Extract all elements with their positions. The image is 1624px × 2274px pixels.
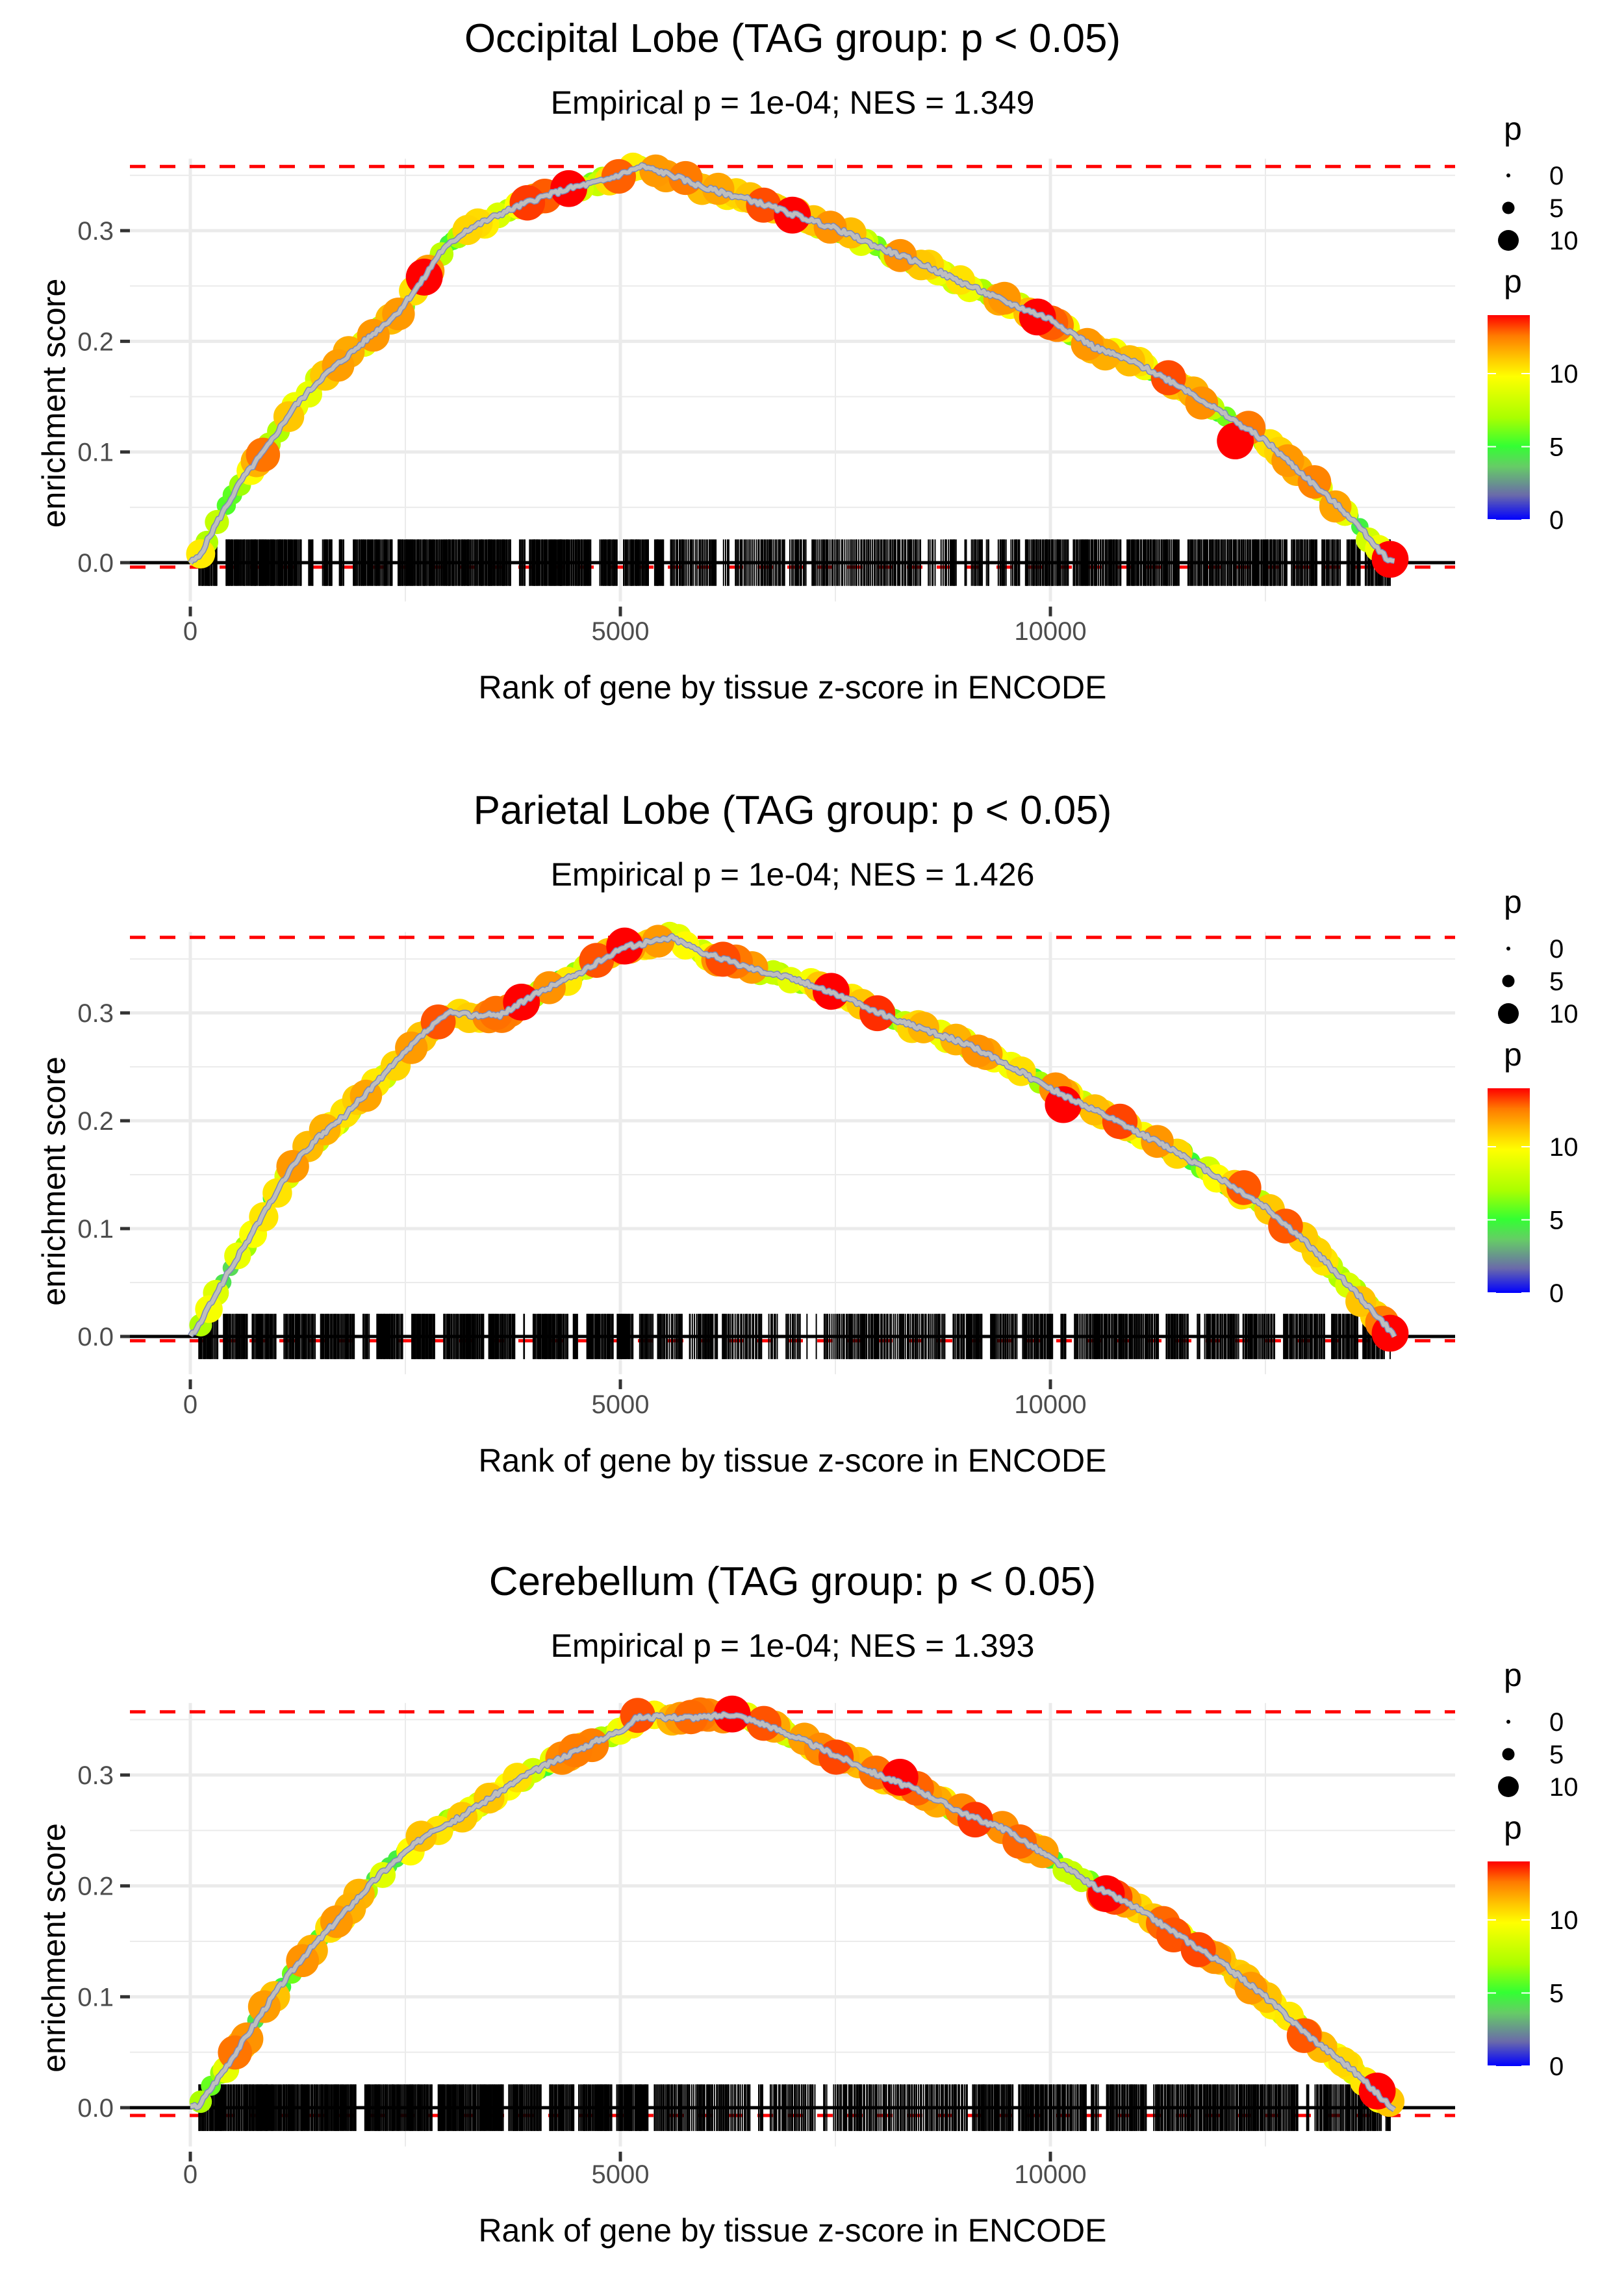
color-legend-title: p	[1504, 263, 1522, 300]
size-legend-label: 10	[1549, 1773, 1579, 1802]
y-axis-label: enrichment score	[36, 1823, 72, 2073]
x-axis-label: Rank of gene by tissue z-score in ENCODE	[478, 669, 1106, 706]
size-legend-label: 10	[1549, 227, 1579, 255]
enrichment-point-highlight	[1045, 1086, 1082, 1123]
chart-subtitle: Empirical p = 1e-04; NES = 1.426	[551, 856, 1035, 893]
y-tick-label: 0.3	[77, 217, 114, 246]
y-tick-label: 0.2	[77, 1107, 114, 1136]
colorbar-tick-label: 0	[1549, 2052, 1564, 2081]
panel-parietal-lobe: Parietal Lobe (TAG group: p < 0.05) Empi…	[36, 788, 1455, 1479]
running-es-underlay	[188, 933, 1397, 1338]
y-axis-ticks: 0.0 0.1 0.2 0.3	[77, 1761, 130, 2123]
enrichment-point-highlight	[1217, 422, 1254, 460]
y-axis-ticks: 0.0 0.1 0.2 0.3	[77, 999, 130, 1351]
running-es-line	[188, 934, 1397, 1338]
size-legend-label: 0	[1549, 162, 1564, 190]
size-legend-label: 5	[1549, 194, 1564, 223]
size-legend-label: 0	[1549, 935, 1564, 964]
size-legend-dot	[1498, 1003, 1519, 1024]
x-tick-label: 5000	[592, 1390, 650, 1419]
chart-title: Parietal Lobe (TAG group: p < 0.05)	[474, 788, 1112, 833]
colorbar-tick-label: 10	[1549, 1906, 1579, 1935]
size-legend-dot	[1502, 201, 1515, 214]
colorbar-tick-label: 5	[1549, 1207, 1564, 1235]
size-legend-label: 5	[1549, 1741, 1564, 1769]
x-tick-label: 10000	[1014, 617, 1086, 646]
size-legend-dot	[1498, 230, 1519, 251]
size-legend-dot	[1498, 1776, 1519, 1797]
size-legend-dot	[1506, 173, 1510, 177]
color-legend-title: p	[1504, 1809, 1522, 1846]
y-tick-label: 0.1	[77, 439, 114, 467]
colorbar-tick-label: 10	[1549, 360, 1579, 389]
x-axis-label: Rank of gene by tissue z-score in ENCODE	[478, 1442, 1106, 1479]
y-tick-label: 0.1	[77, 1215, 114, 1244]
enrichment-points	[189, 1695, 1405, 2117]
x-tick-label: 0	[183, 2160, 197, 2189]
y-tick-label: 0.3	[77, 999, 114, 1028]
y-tick-label: 0.2	[77, 1872, 114, 1901]
x-axis-ticks: 0 5000 10000	[183, 606, 1087, 646]
size-legend-dot	[1506, 1720, 1510, 1724]
chart-subtitle: Empirical p = 1e-04; NES = 1.393	[551, 1628, 1035, 1664]
running-es-line	[188, 163, 1395, 565]
y-tick-label: 0.2	[77, 327, 114, 356]
y-tick-label: 0.1	[77, 1983, 114, 2012]
running-es-underlay	[189, 1711, 1397, 2112]
size-legend-title: p	[1504, 884, 1522, 920]
y-axis-label: enrichment score	[36, 279, 72, 528]
y-axis-label: enrichment score	[36, 1056, 72, 1306]
size-legend-label: 10	[1549, 1000, 1579, 1028]
size-legend-dot	[1502, 975, 1515, 988]
panel-cerebellum: Cerebellum (TAG group: p < 0.05) Empiric…	[36, 1559, 1455, 2249]
enrichment-points	[189, 921, 1409, 1352]
y-tick-label: 0.3	[77, 1761, 114, 1790]
colorbar	[1488, 315, 1530, 520]
chart-title: Occipital Lobe (TAG group: p < 0.05)	[464, 16, 1121, 61]
colorbar-tick-label: 0	[1549, 1279, 1564, 1308]
y-tick-label: 0.0	[77, 2094, 114, 2123]
x-tick-label: 5000	[592, 2160, 650, 2189]
color-legend-title: p	[1504, 1036, 1522, 1073]
size-legend-title: p	[1504, 1657, 1522, 1693]
y-tick-label: 0.0	[77, 1323, 114, 1351]
x-tick-label: 10000	[1014, 1390, 1086, 1419]
x-axis-label: Rank of gene by tissue z-score in ENCODE	[478, 2212, 1106, 2249]
x-tick-label: 0	[183, 1390, 197, 1419]
gridlines	[130, 932, 1455, 1375]
chart-subtitle: Empirical p = 1e-04; NES = 1.349	[551, 84, 1035, 121]
size-legend-dot	[1506, 947, 1510, 951]
colorbar-tick-label: 10	[1549, 1133, 1579, 1162]
colorbar-tick-label: 5	[1549, 1980, 1564, 2008]
x-tick-label: 5000	[592, 617, 650, 646]
chart-title: Cerebellum (TAG group: p < 0.05)	[489, 1559, 1096, 1604]
size-legend-label: 5	[1549, 967, 1564, 996]
colorbar	[1488, 1861, 1530, 2066]
size-legend-label: 0	[1549, 1708, 1564, 1737]
y-axis-ticks: 0.0 0.1 0.2 0.3	[77, 217, 130, 578]
panel-occipital-lobe: Occipital Lobe (TAG group: p < 0.05) Emp…	[36, 16, 1455, 706]
colorbar-tick-label: 0	[1549, 506, 1564, 535]
x-axis-ticks: 0 5000 10000	[183, 2151, 1087, 2189]
size-legend-title: p	[1504, 110, 1522, 147]
colorbar-tick-label: 5	[1549, 433, 1564, 462]
x-axis-ticks: 0 5000 10000	[183, 1379, 1087, 1419]
y-tick-label: 0.0	[77, 549, 114, 578]
colorbar	[1488, 1088, 1530, 1293]
x-tick-label: 10000	[1014, 2160, 1086, 2189]
running-es-line	[190, 1711, 1396, 2112]
size-legend-dot	[1502, 1748, 1515, 1761]
x-tick-label: 0	[183, 617, 197, 646]
